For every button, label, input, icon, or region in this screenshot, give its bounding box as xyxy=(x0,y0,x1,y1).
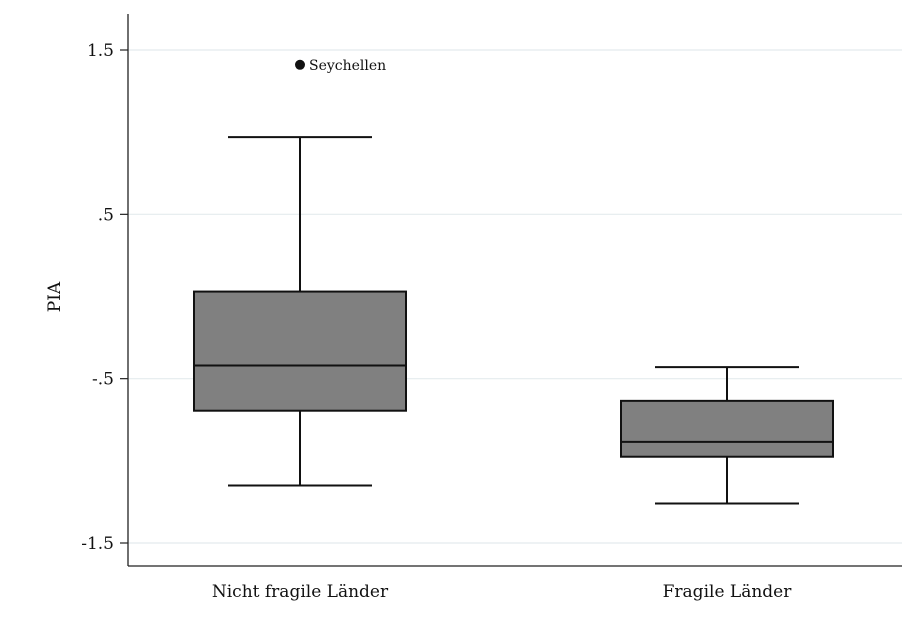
axis-layer: 1.5 .5 -.5 -1.5 Nicht fragile Länder Fragile … xyxy=(81,14,902,602)
y-tick-label: 1.5 xyxy=(87,41,114,61)
x-category-label: Fragile Länder xyxy=(663,582,793,602)
box-group xyxy=(620,366,834,505)
iqr-box xyxy=(620,399,834,458)
y-tick-label: -.5 xyxy=(92,370,114,390)
box-group xyxy=(193,136,407,487)
outlier-layer: Seychellen xyxy=(295,58,386,74)
iqr-box xyxy=(193,290,407,412)
x-category-label: Nicht fragile Länder xyxy=(212,582,389,602)
y-tick-label: -1.5 xyxy=(81,534,114,554)
outlier-point xyxy=(295,59,305,70)
y-tick-label: .5 xyxy=(98,205,114,225)
outlier-label: Seychellen xyxy=(309,58,386,74)
y-axis-title: PIA xyxy=(45,281,65,312)
box-layer xyxy=(193,136,834,505)
